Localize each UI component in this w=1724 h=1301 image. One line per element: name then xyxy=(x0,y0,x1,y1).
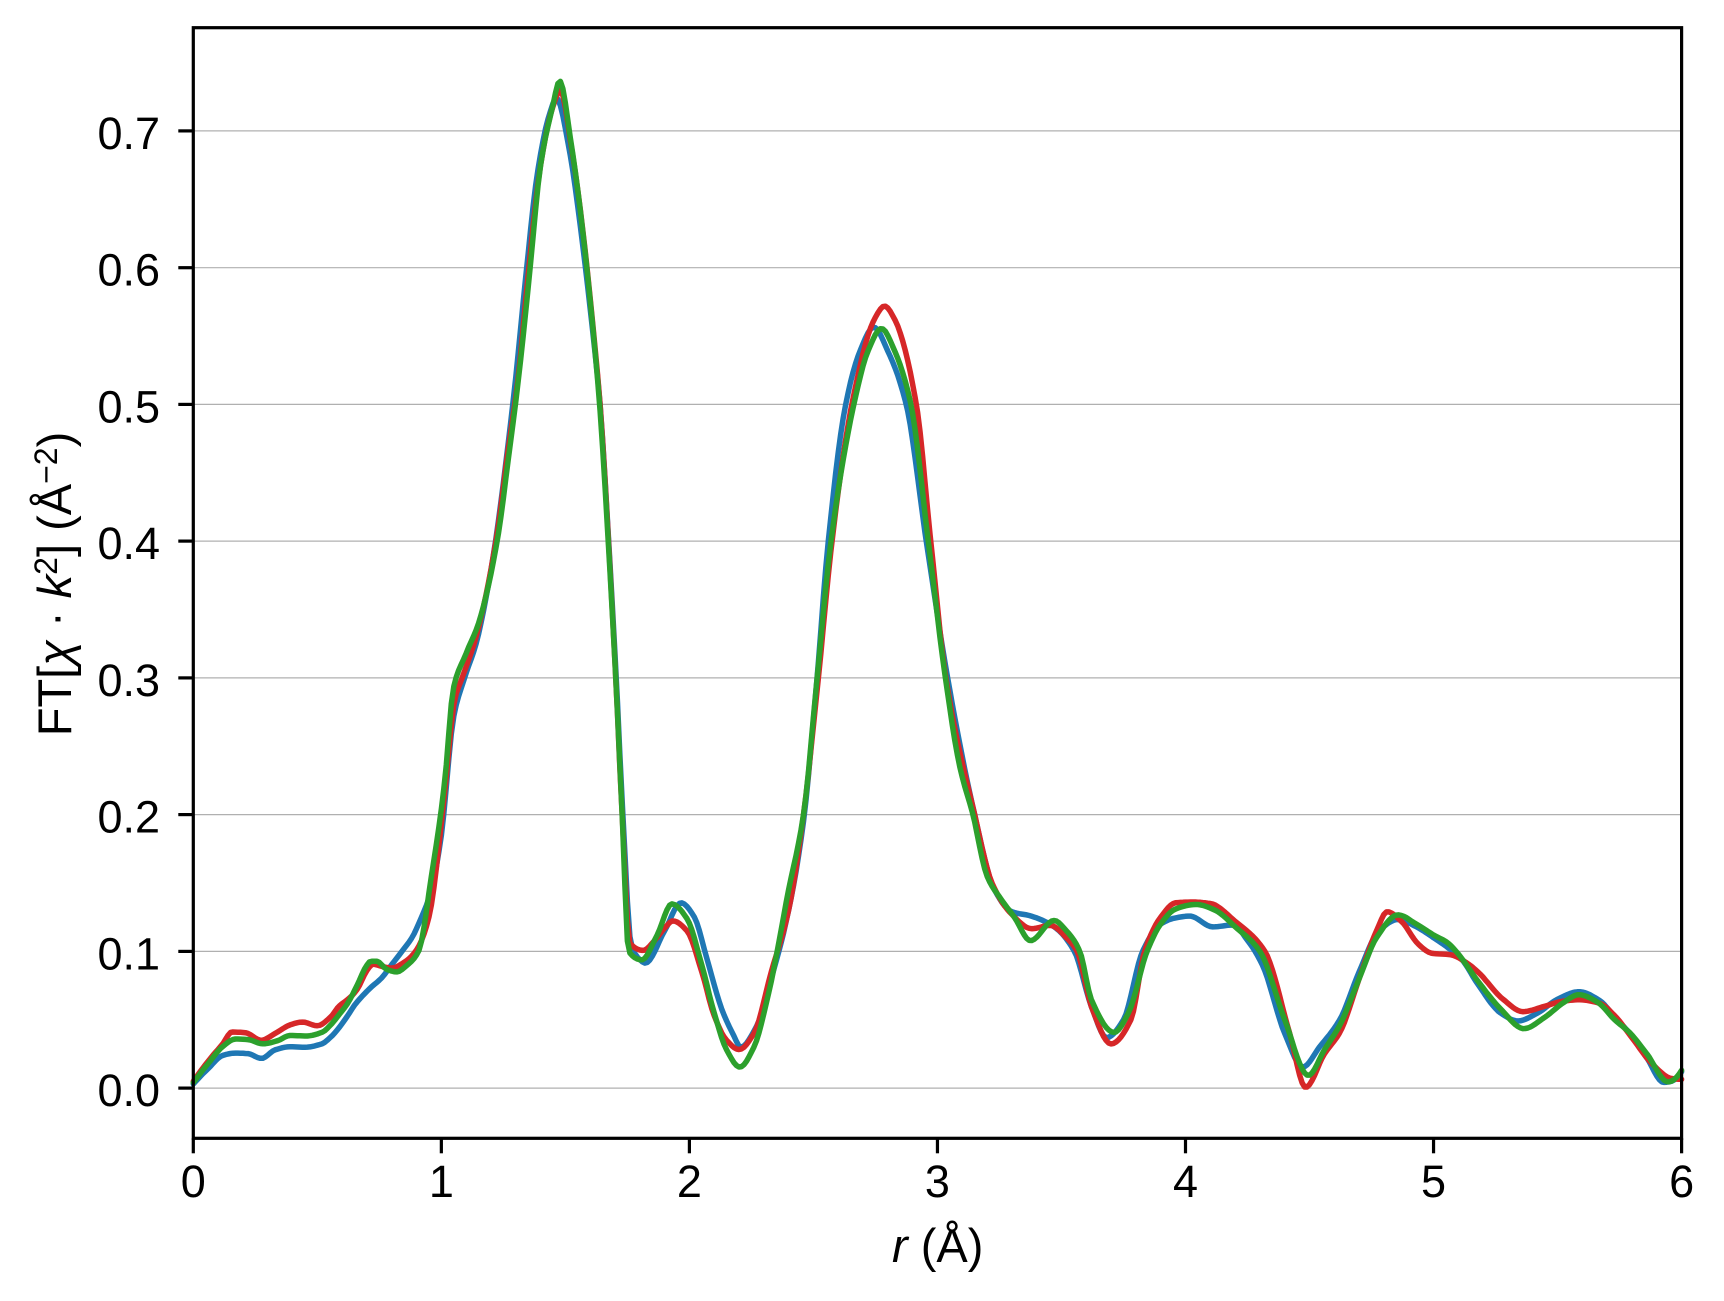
svg-text:2: 2 xyxy=(677,1156,702,1207)
svg-text:5: 5 xyxy=(1421,1156,1446,1207)
svg-text:FT[χ · k2] (Å−2): FT[χ · k2] (Å−2) xyxy=(28,432,81,737)
svg-text:0.2: 0.2 xyxy=(97,792,160,843)
svg-text:0.3: 0.3 xyxy=(97,655,160,706)
svg-text:0.6: 0.6 xyxy=(97,245,160,296)
svg-text:0.5: 0.5 xyxy=(97,381,160,432)
svg-text:0.1: 0.1 xyxy=(97,928,160,979)
svg-text:1: 1 xyxy=(429,1156,454,1207)
svg-text:0.7: 0.7 xyxy=(97,108,160,159)
svg-text:4: 4 xyxy=(1173,1156,1198,1207)
svg-text:0: 0 xyxy=(181,1156,206,1207)
svg-text:0.0: 0.0 xyxy=(97,1065,160,1116)
svg-text:6: 6 xyxy=(1669,1156,1694,1207)
svg-text:r (Å): r (Å) xyxy=(892,1219,983,1272)
svg-text:3: 3 xyxy=(925,1156,950,1207)
svg-text:0.4: 0.4 xyxy=(97,518,160,569)
